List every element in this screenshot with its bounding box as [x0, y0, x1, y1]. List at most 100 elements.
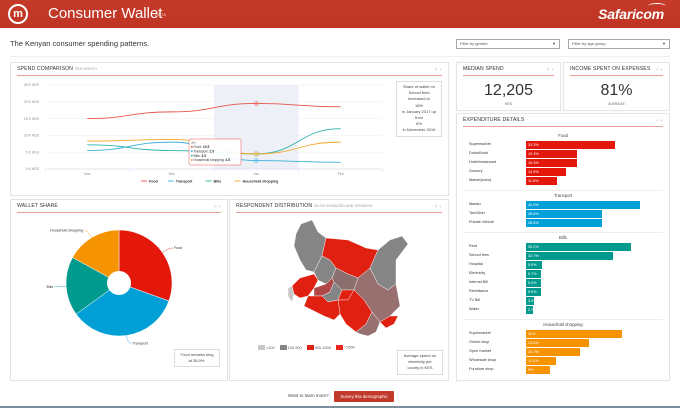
- close-icon[interactable]: ×: [439, 204, 442, 209]
- edit-icon[interactable]: ↗: [546, 67, 550, 72]
- expenditure-bar[interactable]: 39.2%: [526, 243, 631, 251]
- expenditure-bar[interactable]: 9%: [526, 366, 550, 374]
- expenditure-row[interactable]: Duka/Kiosk 19.3%: [457, 150, 669, 158]
- gender-filter-select[interactable]: Filter by gender ▼: [456, 39, 560, 49]
- close-icon[interactable]: ×: [218, 204, 221, 209]
- series-line-food[interactable]: [87, 103, 341, 120]
- legend-item-food[interactable]: Food: [141, 179, 158, 183]
- brand-logo: Safaricom: [598, 6, 664, 22]
- expenditure-bar[interactable]: 3.0%: [526, 297, 537, 305]
- expenditure-bar[interactable]: 14.9%: [526, 168, 566, 176]
- expenditure-bar[interactable]: 36%: [526, 330, 622, 338]
- expenditure-row[interactable]: Matatu 42.9%: [457, 201, 669, 209]
- panel-tools: ↗ ×: [655, 63, 663, 76]
- age-group-filter-label: Filter by age-group: [572, 41, 606, 46]
- expenditure-row[interactable]: School fees 32.7%: [457, 252, 669, 260]
- expenditure-row[interactable]: Taxi/Uber 28.6%: [457, 210, 669, 218]
- close-icon[interactable]: ×: [439, 67, 442, 72]
- panel-title: RESPONDENT DISTRIBUTION: [236, 203, 313, 209]
- data-point[interactable]: [254, 152, 258, 156]
- expenditure-bar[interactable]: 28.6%: [526, 210, 603, 218]
- age-group-filter-select[interactable]: Filter by age-group ▼: [568, 39, 670, 49]
- map-region-coast[interactable]: [355, 311, 381, 336]
- learn-more-prompt: Want to learn more?: [288, 393, 329, 398]
- x-tick-label: Feb: [338, 172, 344, 176]
- map-region-lamu-tana[interactable]: [379, 315, 399, 329]
- expenditure-bar[interactable]: 5.7%: [526, 270, 542, 278]
- expenditure-row[interactable]: Hospital 5.9%: [457, 261, 669, 269]
- edit-icon[interactable]: ↗: [213, 204, 217, 209]
- expenditure-bar[interactable]: 5.5%: [526, 288, 541, 296]
- edit-icon[interactable]: ↗: [655, 67, 659, 72]
- panel-subtitle: 34,910 ENGAGED AND GROWING: [314, 204, 373, 208]
- legend-item-transport[interactable]: Transport: [167, 179, 193, 183]
- close-icon[interactable]: ×: [660, 67, 663, 72]
- expenditure-bar[interactable]: 2.7%: [526, 306, 537, 314]
- legend-label: Household shopping: [243, 179, 279, 183]
- expenditure-row[interactable]: Electricity 5.7%: [457, 270, 669, 278]
- expenditure-row[interactable]: Private Vehicle 28.6%: [457, 219, 669, 227]
- kenya-county-map[interactable]: [230, 216, 450, 336]
- note-line: at 35.9%.: [188, 358, 206, 364]
- map-region-lake[interactable]: [287, 285, 295, 303]
- legend-label: <100: [266, 345, 275, 350]
- panel-title: SPEND COMPARISON: [17, 66, 73, 72]
- legend-swatch: [335, 345, 343, 350]
- expenditure-row[interactable]: Supermarket 36%: [457, 330, 669, 338]
- y-tick-label: 5 K KES: [26, 150, 40, 154]
- expenditure-row[interactable]: Furniture shop 9%: [457, 366, 669, 374]
- expenditure-row[interactable]: Online shop 23.6%: [457, 339, 669, 347]
- close-icon[interactable]: ×: [551, 67, 554, 72]
- map-note: Average spend on electricity per county …: [397, 350, 443, 375]
- expenditure-row[interactable]: Open market 20.2%: [457, 348, 669, 356]
- expenditure-bar[interactable]: 19.3%: [526, 159, 578, 167]
- expenditure-bar[interactable]: 33.3%: [526, 141, 615, 149]
- x-tick-label: Nov: [84, 172, 90, 176]
- app-logo-icon[interactable]: m: [8, 4, 28, 24]
- expenditure-bar[interactable]: 20.2%: [526, 348, 580, 356]
- close-icon[interactable]: ×: [660, 118, 663, 123]
- expenditure-row[interactable]: Remittance 5.5%: [457, 288, 669, 296]
- expenditure-bar[interactable]: 42.9%: [526, 201, 641, 209]
- edit-icon[interactable]: ↗: [655, 118, 659, 123]
- expenditure-row[interactable]: TV Bill 3.0%: [457, 297, 669, 305]
- panel-title: MEDIAN SPEND: [463, 66, 504, 72]
- expenditure-bar[interactable]: 23.6%: [526, 339, 589, 347]
- expenditure-bar[interactable]: 11.2%: [526, 357, 556, 365]
- map-region-narok-kajiado[interactable]: [303, 295, 341, 321]
- data-point[interactable]: [254, 159, 258, 162]
- expenditure-row[interactable]: Grocery 14.9%: [457, 168, 669, 176]
- gender-filter-label: Filter by gender: [460, 41, 488, 46]
- legend-item-bills[interactable]: Bills: [205, 179, 222, 183]
- expenditure-bar[interactable]: 28.6%: [526, 219, 603, 227]
- expenditure-row[interactable]: Hotel/restaurant 19.3%: [457, 159, 669, 167]
- panel-header: WALLET SHARE ↗ ×: [17, 200, 221, 213]
- expenditure-bar[interactable]: 32.7%: [526, 252, 614, 260]
- survey-demographic-button[interactable]: Survey this demographic: [334, 391, 394, 402]
- expenditure-row[interactable]: Market(soko) 11.6%: [457, 177, 669, 185]
- edit-icon[interactable]: ↗: [434, 204, 438, 209]
- expenditure-row[interactable]: Wholesale shop 11.2%: [457, 357, 669, 365]
- pie-slice-food[interactable]: [118, 229, 173, 302]
- expenditure-row[interactable]: Water 2.7%: [457, 306, 669, 314]
- expenditure-group-title: Household shopping: [543, 322, 583, 327]
- expenditure-details-panel: EXPENDITURE DETAILS ↗ × Food Supermarket 3…: [456, 113, 670, 381]
- expenditure-row[interactable]: Rent 39.2%: [457, 243, 669, 251]
- edit-icon[interactable]: ↗: [434, 67, 438, 72]
- expenditure-row[interactable]: Internet Bill 5.5%: [457, 279, 669, 287]
- expenditure-row[interactable]: Supermarket 33.3%: [457, 141, 669, 149]
- expenditure-bar[interactable]: 5.9%: [526, 261, 542, 269]
- donut-hole: [107, 271, 131, 295]
- tooltip-row: Bills: 4.5: [194, 154, 207, 158]
- note-line: 16%: [414, 102, 423, 108]
- panel-tools: ↗ ×: [434, 63, 442, 76]
- pie-slice-transport[interactable]: [75, 282, 170, 337]
- expenditure-bar[interactable]: 19.3%: [526, 150, 578, 158]
- legend-item-household-shopping[interactable]: Household shopping: [234, 179, 279, 183]
- divider: [10, 56, 670, 57]
- expenditure-bar[interactable]: 5.5%: [526, 279, 541, 287]
- expenditure-label: Taxi/Uber: [469, 211, 486, 215]
- expenditure-bar[interactable]: 11.6%: [526, 177, 557, 185]
- data-point[interactable]: [254, 102, 258, 105]
- top-bar: m Consumer Wallet BETA Safaricom: [0, 0, 680, 28]
